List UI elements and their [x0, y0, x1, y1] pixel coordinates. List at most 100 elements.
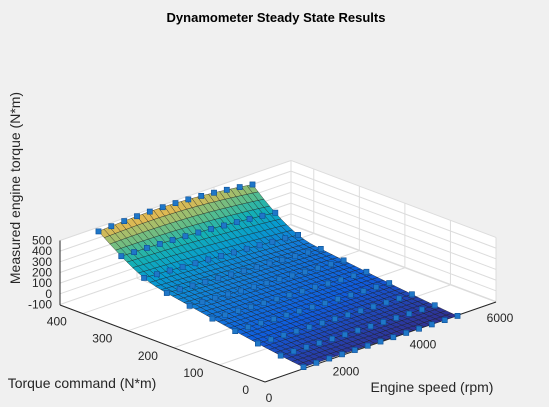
- z-tick-label: 100: [32, 276, 52, 290]
- measurement-point: [339, 351, 345, 358]
- measurement-point: [290, 348, 297, 355]
- measurement-point: [223, 186, 230, 193]
- measurement-point: [263, 280, 270, 286]
- measurement-point: [156, 241, 163, 247]
- x-axis-label: Engine speed (rpm): [371, 379, 494, 395]
- measurement-point: [276, 276, 283, 283]
- measurement-point: [309, 304, 316, 310]
- measurement-point: [248, 303, 254, 310]
- measurement-point: [240, 267, 247, 274]
- measurement-point: [236, 184, 243, 190]
- measurement-point: [199, 299, 206, 305]
- measurement-point: [221, 222, 227, 229]
- measurement-point: [386, 280, 393, 286]
- measurement-point: [319, 320, 325, 326]
- measurement-point: [146, 208, 153, 215]
- z-tick-label: 400: [32, 244, 52, 258]
- measurement-point: [305, 249, 311, 256]
- measurement-point: [454, 312, 461, 319]
- measurement-point: [377, 338, 384, 345]
- measurement-point: [303, 344, 310, 351]
- measurement-point: [406, 310, 412, 317]
- measurement-point: [300, 364, 307, 370]
- measurement-point: [418, 306, 425, 313]
- measurement-point: [299, 288, 306, 295]
- measurement-point: [179, 263, 186, 270]
- measurement-point: [280, 332, 287, 339]
- measurement-point: [169, 237, 176, 243]
- measurement-point: [246, 216, 253, 222]
- measurement-point: [326, 355, 333, 362]
- measurement-point: [131, 249, 137, 255]
- measurement-point: [283, 312, 290, 318]
- measurement-point: [340, 257, 347, 264]
- measurement-point: [172, 200, 179, 206]
- measurement-point: [108, 223, 115, 230]
- z-gridline-right-wall: [290, 223, 497, 302]
- z-gridline-right-wall: [290, 202, 497, 281]
- measurement-point: [306, 324, 313, 330]
- measurement-point: [189, 282, 196, 289]
- measurement-point: [295, 232, 301, 238]
- measurement-point: [211, 189, 217, 196]
- measurement-point: [354, 327, 361, 334]
- measurement-point: [144, 245, 150, 251]
- measurement-point: [205, 256, 212, 263]
- measurement-point: [255, 340, 261, 347]
- measurement-point: [408, 291, 415, 298]
- measurement-point: [312, 284, 318, 291]
- measurement-point: [270, 316, 277, 322]
- z-gridline-right-wall: [290, 213, 497, 292]
- measurement-point: [260, 299, 267, 306]
- measurement-point: [396, 295, 402, 302]
- measurement-point: [431, 302, 438, 309]
- measurement-point: [192, 260, 199, 267]
- y-axis-line: [59, 304, 266, 383]
- measurement-point: [373, 284, 380, 290]
- measurement-point: [186, 302, 193, 309]
- measurement-point: [279, 256, 286, 263]
- measurement-point: [269, 238, 276, 245]
- measurement-point: [195, 229, 202, 236]
- y-axis-label: Torque command (N*m): [8, 375, 157, 391]
- measurement-point: [347, 292, 354, 298]
- measurement-point: [416, 325, 422, 332]
- measurement-point: [208, 226, 214, 232]
- y-tick-label: 400: [47, 315, 67, 329]
- y-tick-label: 0: [242, 383, 249, 397]
- measurement-point: [324, 280, 331, 287]
- measurement-point: [350, 272, 357, 279]
- z-tick-label: 0: [45, 287, 52, 301]
- measurement-point: [166, 267, 173, 274]
- measurement-point: [317, 246, 324, 252]
- measurement-point: [256, 242, 263, 249]
- measurement-point: [232, 328, 239, 334]
- measurement-point: [250, 283, 257, 290]
- measurement-markers: [95, 181, 461, 370]
- measurement-point: [182, 233, 189, 240]
- measurement-point: [159, 204, 166, 211]
- measurement-point: [233, 219, 240, 225]
- measurement-point: [238, 287, 244, 294]
- y-tick-label: 300: [92, 332, 112, 346]
- measurement-point: [243, 245, 250, 252]
- measurement-point: [273, 296, 280, 302]
- measurement-point: [383, 299, 390, 306]
- measurement-point: [327, 261, 334, 268]
- chart-title: Dynamometer Steady State Results: [167, 10, 386, 25]
- measurement-point: [334, 296, 341, 302]
- measurement-point: [134, 213, 140, 220]
- measurement-point: [293, 328, 300, 335]
- measurement-point: [225, 291, 231, 298]
- x-tick-label: 2000: [333, 364, 360, 378]
- measurement-point: [331, 315, 338, 322]
- measurement-point: [215, 275, 222, 282]
- measurement-point: [302, 268, 308, 275]
- measurement-point: [202, 278, 209, 285]
- measurement-point: [121, 218, 128, 224]
- z-gridline-right-wall: [290, 170, 497, 249]
- measurement-point: [266, 260, 273, 267]
- measurement-point: [176, 286, 183, 293]
- measurement-point: [289, 272, 296, 279]
- measurement-point: [313, 359, 320, 366]
